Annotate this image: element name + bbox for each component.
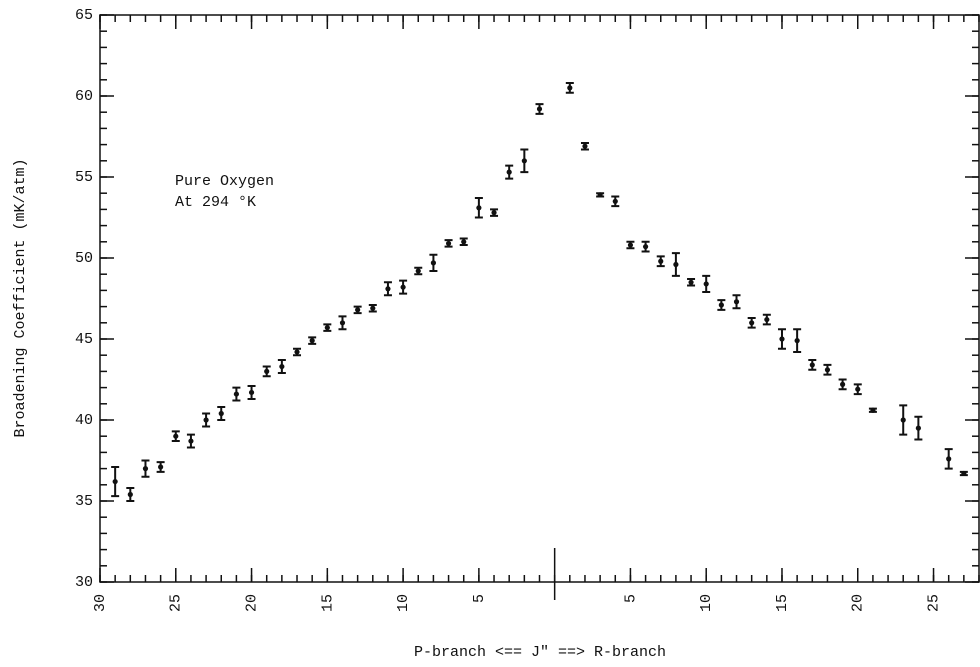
y-tick-label: 35 xyxy=(75,493,93,510)
x-tick-label: 5 xyxy=(471,594,488,603)
data-point xyxy=(264,368,270,374)
plot-frame xyxy=(99,14,980,583)
data-point xyxy=(779,336,785,342)
data-point xyxy=(809,362,815,368)
data-point xyxy=(536,106,543,112)
x-tick-label: 30 xyxy=(92,594,109,612)
data-point xyxy=(400,284,406,290)
data-point xyxy=(673,261,679,268)
data-point xyxy=(309,338,315,344)
data-point xyxy=(567,85,573,91)
data-point xyxy=(870,407,876,413)
data-point xyxy=(627,242,634,248)
data-point xyxy=(764,316,770,323)
x-tick-label: 20 xyxy=(850,594,867,612)
data-point xyxy=(718,302,724,308)
data-point xyxy=(355,307,361,313)
data-point xyxy=(582,143,588,149)
data-point xyxy=(642,244,649,250)
data-point xyxy=(794,338,800,344)
data-point xyxy=(521,158,527,164)
data-point xyxy=(294,349,300,355)
data-point xyxy=(840,381,846,387)
y-tick-label: 45 xyxy=(75,331,93,348)
data-point xyxy=(491,210,497,216)
x-tick-label: 25 xyxy=(168,594,185,612)
y-tick-label: 55 xyxy=(75,169,93,186)
annotation: At 294 °K xyxy=(175,194,256,211)
data-point xyxy=(688,279,694,285)
data-point xyxy=(385,286,391,292)
data-point xyxy=(233,391,239,397)
x-tick-label: 10 xyxy=(395,594,412,612)
y-tick-label: 30 xyxy=(75,574,93,591)
data-point xyxy=(112,478,118,485)
data-point xyxy=(612,198,618,204)
data-point xyxy=(658,258,664,264)
data-point xyxy=(173,433,179,439)
data-point xyxy=(188,438,194,444)
data-point xyxy=(915,425,921,431)
data-point xyxy=(749,320,755,326)
data-point xyxy=(824,367,831,373)
x-tick-label: 20 xyxy=(244,594,261,612)
y-tick-label: 60 xyxy=(75,88,93,105)
data-point xyxy=(445,240,452,247)
data-point xyxy=(415,268,421,274)
data-point xyxy=(218,410,224,417)
y-tick-label: 50 xyxy=(75,250,93,267)
y-tick-label: 65 xyxy=(75,7,93,24)
data-point xyxy=(946,456,952,462)
data-point xyxy=(430,260,437,266)
x-axis-label: P-branch <== J" ==> R-branch xyxy=(414,644,666,661)
data-point xyxy=(855,386,861,392)
data-point xyxy=(506,169,512,175)
data-point xyxy=(248,389,255,396)
x-tick-label: 25 xyxy=(926,594,943,612)
y-axis-label: Broadening Coefficient (mK/atm) xyxy=(12,158,29,437)
data-point xyxy=(127,491,133,498)
x-tick-label: 5 xyxy=(622,594,639,603)
x-tick-label: 15 xyxy=(319,594,336,612)
data-point xyxy=(203,417,209,423)
data-point xyxy=(900,417,906,423)
annotation: Pure Oxygen xyxy=(175,173,274,190)
x-tick-label: 10 xyxy=(698,594,715,612)
data-point xyxy=(158,464,164,470)
data-point xyxy=(142,466,149,472)
data-point xyxy=(961,470,967,477)
x-tick-label: 15 xyxy=(774,594,791,612)
data-point xyxy=(703,281,709,287)
data-point xyxy=(370,305,376,311)
data-point xyxy=(279,363,285,370)
data-point xyxy=(597,192,603,198)
data-point xyxy=(324,325,330,331)
data-point xyxy=(476,205,482,211)
data-point xyxy=(461,239,467,245)
data-point xyxy=(733,299,740,305)
data-point xyxy=(339,320,346,326)
y-tick-label: 40 xyxy=(75,412,93,429)
